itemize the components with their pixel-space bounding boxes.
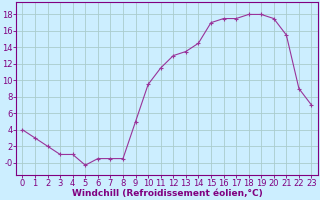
X-axis label: Windchill (Refroidissement éolien,°C): Windchill (Refroidissement éolien,°C) [72,189,262,198]
